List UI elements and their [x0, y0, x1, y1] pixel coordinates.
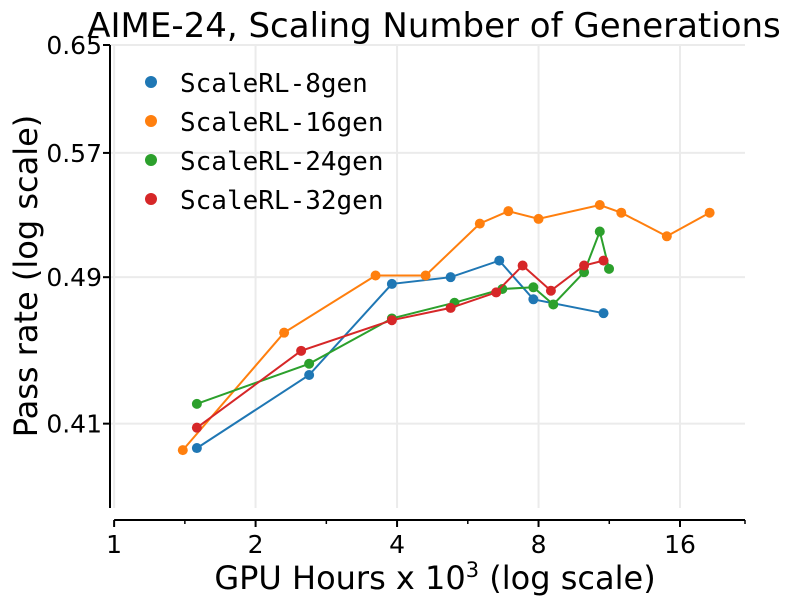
legend-label-1: ScaleRL-8gen [180, 69, 368, 99]
legend: ScaleRL-8gen ScaleRL-16gen ScaleRL-24gen Sc… [145, 69, 384, 216]
data-point [548, 299, 559, 310]
series-line-3 [196, 228, 610, 405]
data-point [386, 315, 397, 326]
data-point [370, 270, 381, 281]
data-point [191, 443, 202, 454]
data-point [594, 226, 605, 237]
chart-title: AIME-24, Scaling Number of Generations [87, 6, 781, 46]
y-tick-label: 0.49 [46, 263, 102, 292]
data-point [594, 199, 605, 210]
x-axis-label-tail: (log scale) [479, 559, 656, 597]
legend-marker-1 [145, 76, 157, 88]
data-point [191, 398, 202, 409]
data-point [177, 445, 188, 456]
x-axis-label: GPU Hours x 103 (log scale) [214, 558, 655, 597]
data-point [661, 231, 672, 242]
data-point [491, 287, 502, 298]
data-point [304, 358, 315, 369]
data-point [494, 255, 505, 266]
data-point [386, 278, 397, 289]
data-point [604, 263, 615, 274]
series-line-4 [196, 259, 604, 429]
x-axis-label-main: GPU Hours x 10 [214, 559, 465, 597]
data-point [296, 345, 307, 356]
x-tick-label: 1 [106, 530, 122, 559]
series-layer [177, 199, 715, 456]
data-point [598, 308, 609, 319]
data-point [420, 270, 431, 281]
x-tick-label: 16 [664, 530, 696, 559]
legend-marker-4 [145, 193, 157, 205]
data-point [545, 285, 556, 296]
data-point [304, 370, 315, 381]
data-point [517, 260, 528, 271]
y-tick-label: 0.65 [46, 31, 102, 60]
series-line-1 [196, 259, 604, 449]
data-point [616, 207, 627, 218]
legend-label-4: ScaleRL-32gen [180, 186, 384, 216]
legend-label-3: ScaleRL-24gen [180, 147, 384, 177]
axes: 0.41 0.49 0.57 0.65 1 2 4 8 16 [46, 31, 746, 559]
data-point [445, 272, 456, 283]
x-tick-label: 8 [531, 530, 547, 559]
data-point [579, 260, 590, 271]
grid [110, 44, 745, 508]
data-point [474, 218, 485, 229]
data-point [704, 207, 715, 218]
x-axis-label-sup: 3 [466, 558, 479, 582]
y-tick-label: 0.41 [46, 410, 102, 439]
data-point [445, 302, 456, 313]
data-point [528, 282, 539, 293]
y-axis-label: Pass rate (log scale) [7, 115, 45, 438]
x-tick-label: 4 [389, 530, 405, 559]
data-point [528, 294, 539, 305]
legend-marker-3 [145, 154, 157, 166]
data-point [598, 255, 609, 266]
data-point [191, 422, 202, 433]
legend-label-2: ScaleRL-16gen [180, 108, 384, 138]
y-tick-label: 0.57 [46, 139, 102, 168]
legend-marker-2 [145, 115, 157, 127]
data-point [533, 213, 544, 224]
series-line-2 [182, 203, 711, 451]
data-point [503, 206, 514, 217]
x-tick-label: 2 [248, 530, 264, 559]
data-point [279, 327, 290, 338]
